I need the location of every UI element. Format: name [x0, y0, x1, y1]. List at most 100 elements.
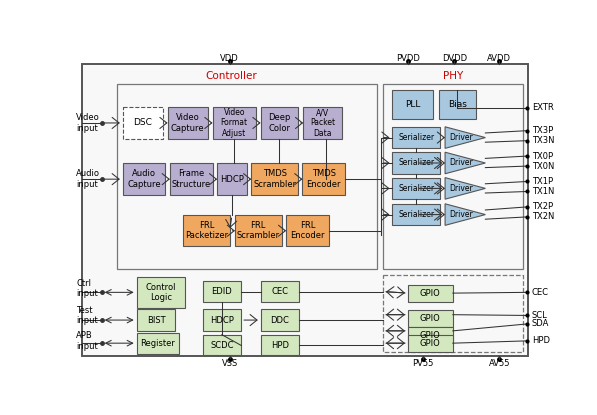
Text: Ctrl
input: Ctrl input — [76, 279, 98, 298]
Text: APB
input: APB input — [76, 331, 98, 351]
FancyBboxPatch shape — [439, 90, 476, 119]
Text: HPD: HPD — [532, 337, 550, 345]
Polygon shape — [445, 178, 485, 199]
FancyBboxPatch shape — [137, 333, 179, 354]
FancyBboxPatch shape — [202, 309, 241, 331]
Text: Driver: Driver — [450, 159, 473, 168]
Text: Serializer: Serializer — [398, 210, 435, 219]
Text: TMDS
Scrambler: TMDS Scrambler — [253, 169, 296, 189]
FancyBboxPatch shape — [261, 107, 298, 139]
Text: FRL
Scrambler: FRL Scrambler — [237, 221, 280, 240]
FancyBboxPatch shape — [408, 285, 453, 302]
Text: AVDD: AVDD — [487, 54, 511, 63]
Text: TMDS
Encoder: TMDS Encoder — [306, 169, 341, 189]
Text: Deep
Color: Deep Color — [268, 113, 290, 133]
Text: PHY: PHY — [443, 71, 463, 81]
FancyBboxPatch shape — [251, 163, 298, 195]
Text: FRL
Encoder: FRL Encoder — [290, 221, 325, 240]
Text: SCL: SCL — [532, 311, 547, 320]
FancyBboxPatch shape — [122, 163, 165, 195]
Text: AV55: AV55 — [488, 359, 510, 368]
FancyBboxPatch shape — [408, 327, 453, 344]
Text: VSS: VSS — [221, 359, 238, 368]
FancyBboxPatch shape — [137, 309, 176, 331]
Text: GPIO: GPIO — [420, 339, 441, 348]
Text: PVDD: PVDD — [396, 54, 420, 63]
FancyBboxPatch shape — [392, 127, 441, 148]
Text: DSC: DSC — [133, 118, 152, 127]
FancyBboxPatch shape — [137, 277, 184, 308]
Text: EDID: EDID — [211, 287, 232, 296]
FancyBboxPatch shape — [170, 163, 213, 195]
Text: TX2N: TX2N — [532, 212, 554, 221]
Text: HDCP: HDCP — [220, 175, 244, 184]
FancyBboxPatch shape — [82, 63, 528, 356]
Text: Bias: Bias — [448, 100, 467, 109]
Text: PV55: PV55 — [412, 359, 433, 368]
Text: Controller: Controller — [206, 71, 257, 81]
Text: DVDD: DVDD — [442, 54, 467, 63]
Text: TX3P: TX3P — [532, 126, 553, 135]
Text: VDD: VDD — [220, 54, 239, 63]
FancyBboxPatch shape — [261, 281, 299, 303]
Text: Audio
Capture: Audio Capture — [127, 169, 161, 189]
FancyBboxPatch shape — [392, 152, 441, 174]
Text: Frame
Structure: Frame Structure — [172, 169, 211, 189]
Text: CEC: CEC — [532, 288, 549, 297]
Polygon shape — [445, 204, 485, 225]
Text: EXTR: EXTR — [532, 103, 553, 112]
Text: GPIO: GPIO — [420, 331, 441, 340]
Text: Audio
input: Audio input — [76, 169, 100, 189]
Polygon shape — [445, 152, 485, 174]
Text: TX3N: TX3N — [532, 136, 555, 145]
FancyBboxPatch shape — [392, 178, 441, 199]
Text: Driver: Driver — [450, 210, 473, 219]
FancyBboxPatch shape — [303, 163, 345, 195]
Text: TX1P: TX1P — [532, 177, 553, 186]
FancyBboxPatch shape — [235, 215, 282, 246]
FancyBboxPatch shape — [408, 335, 453, 352]
FancyBboxPatch shape — [408, 310, 453, 327]
FancyBboxPatch shape — [286, 215, 329, 246]
Text: BIST: BIST — [147, 315, 165, 325]
Text: HDCP: HDCP — [210, 315, 234, 325]
Text: SCDC: SCDC — [210, 341, 233, 349]
Text: CEC: CEC — [272, 287, 288, 296]
Text: Control
Logic: Control Logic — [146, 283, 176, 302]
Text: Video
input: Video input — [76, 113, 100, 133]
Text: PLL: PLL — [405, 100, 420, 109]
FancyBboxPatch shape — [392, 90, 433, 119]
FancyBboxPatch shape — [213, 107, 256, 139]
Text: Serializer: Serializer — [398, 184, 435, 193]
FancyBboxPatch shape — [261, 335, 299, 356]
Text: Driver: Driver — [450, 184, 473, 193]
Text: TX0P: TX0P — [532, 151, 553, 161]
Text: Register: Register — [140, 339, 176, 348]
Text: A/V
Packet
Data: A/V Packet Data — [310, 108, 335, 138]
Text: Test
input: Test input — [76, 306, 98, 325]
Text: Serializer: Serializer — [398, 133, 435, 142]
Text: TX2P: TX2P — [532, 203, 553, 211]
FancyBboxPatch shape — [303, 107, 342, 139]
Text: Driver: Driver — [450, 133, 473, 142]
Text: TX0N: TX0N — [532, 161, 554, 171]
Text: FRL
Packetizer: FRL Packetizer — [185, 221, 228, 240]
Polygon shape — [445, 127, 485, 148]
Text: Serializer: Serializer — [398, 159, 435, 168]
Text: GPIO: GPIO — [420, 314, 441, 323]
FancyBboxPatch shape — [202, 335, 241, 356]
FancyBboxPatch shape — [217, 163, 247, 195]
Text: Video
Format
Adjust: Video Format Adjust — [221, 108, 248, 138]
FancyBboxPatch shape — [202, 281, 241, 303]
FancyBboxPatch shape — [183, 215, 230, 246]
FancyBboxPatch shape — [122, 107, 163, 139]
Text: DDC: DDC — [270, 315, 290, 325]
FancyBboxPatch shape — [261, 309, 299, 331]
Text: Video
Capture: Video Capture — [171, 113, 205, 133]
FancyBboxPatch shape — [168, 107, 208, 139]
Text: TX1N: TX1N — [532, 187, 554, 196]
Text: SDA: SDA — [532, 320, 549, 328]
FancyBboxPatch shape — [392, 204, 441, 225]
Text: GPIO: GPIO — [420, 288, 441, 298]
Text: HPD: HPD — [271, 341, 289, 349]
